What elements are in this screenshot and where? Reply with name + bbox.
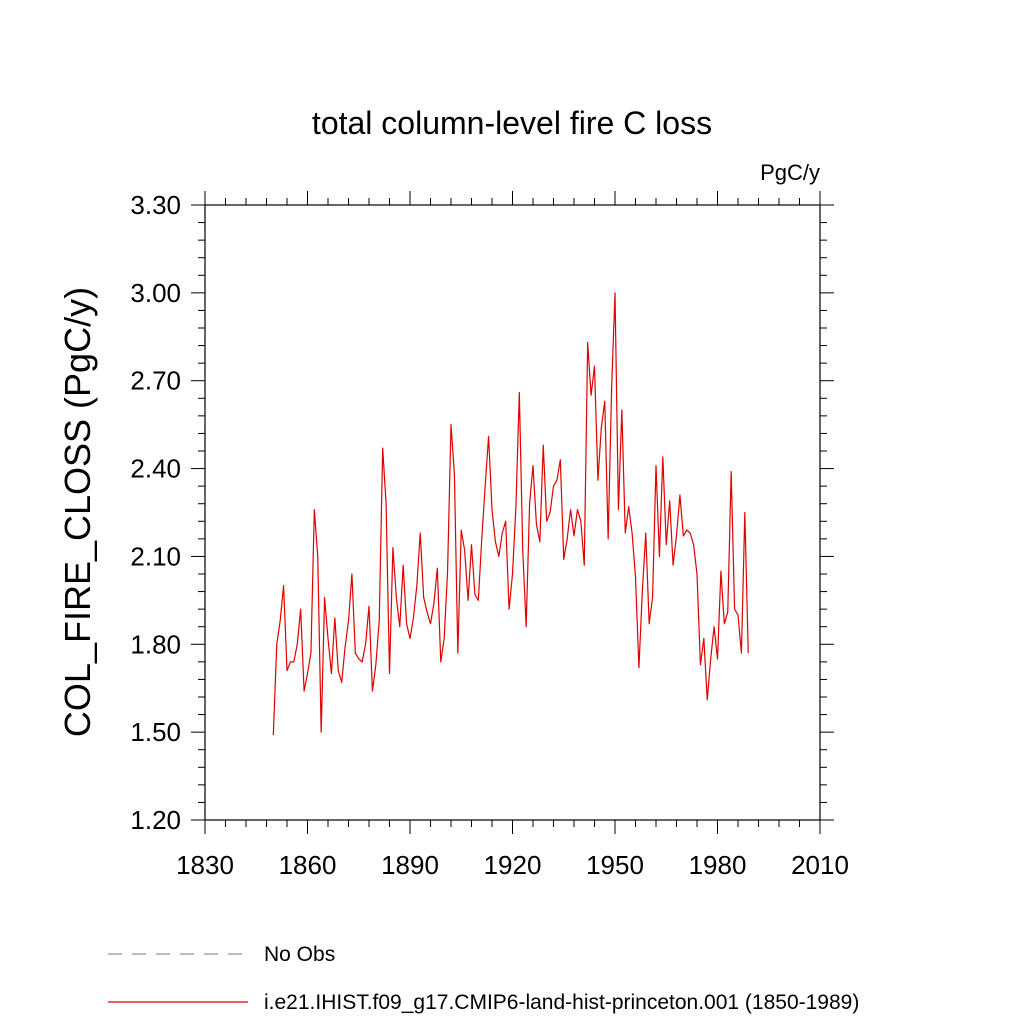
x-axis: 1830 1860 1890 1920 1950 1980 2010 xyxy=(176,191,849,880)
y-tick-label: 2.70 xyxy=(130,366,181,396)
x-tick-label: 2010 xyxy=(791,850,849,880)
x-tick-label: 1980 xyxy=(689,850,747,880)
plot-frame xyxy=(204,204,821,821)
y-tick-label: 2.40 xyxy=(130,454,181,484)
y-tick-label: 1.80 xyxy=(130,629,181,659)
y-axis-label: COL_FIRE_CLOSS (PgC/y) xyxy=(57,287,98,737)
units-label: PgC/y xyxy=(760,160,820,185)
legend-label: i.e21.IHIST.f09_g17.CMIP6-land-hist-prin… xyxy=(264,991,859,1014)
x-tick-label: 1950 xyxy=(586,850,644,880)
x-tick-label: 1830 xyxy=(176,850,234,880)
plot-border xyxy=(204,204,821,821)
series-line-1 xyxy=(272,292,749,736)
y-tick-label: 1.50 xyxy=(130,717,181,747)
x-tick-label: 1890 xyxy=(381,850,439,880)
legend: No Obs i.e21.IHIST.f09_g17.CMIP6-land-his… xyxy=(108,943,859,1014)
x-tick-label: 1860 xyxy=(279,850,337,880)
y-tick-label: 3.30 xyxy=(130,190,181,220)
y-tick-label: 1.20 xyxy=(130,805,181,835)
x-tick-label: 1920 xyxy=(484,850,542,880)
y-axis: 1.20 1.50 1.80 2.10 2.40 2.70 3.00 3.30 xyxy=(130,190,834,835)
chart-title: total column-level fire C loss xyxy=(312,105,712,141)
y-tick-label: 3.00 xyxy=(130,278,181,308)
y-tick-label: 2.10 xyxy=(130,541,181,571)
legend-label: No Obs xyxy=(264,943,335,966)
series-layer xyxy=(272,292,749,736)
